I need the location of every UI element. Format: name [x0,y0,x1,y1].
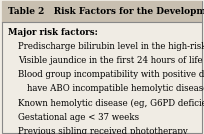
Text: Blood group incompatibility with positive direct antiglobulin te: Blood group incompatibility with positiv… [18,70,204,79]
Text: Previous sibling received phototherapy: Previous sibling received phototherapy [18,127,188,134]
Text: Visible jaundice in the first 24 hours of life: Visible jaundice in the first 24 hours o… [18,56,203,65]
FancyBboxPatch shape [2,1,202,22]
Text: have ABO incompatible hemolytic disease solely on the basis of: have ABO incompatible hemolytic disease … [27,84,204,93]
Text: Predischarge bilirubin level in the high-risk zone on Bhutani no: Predischarge bilirubin level in the high… [18,42,204,51]
Text: Known hemolytic disease (eg, G6PD deficiency) ᵃ: Known hemolytic disease (eg, G6PD defici… [18,98,204,108]
Text: Gestational age < 37 weeks: Gestational age < 37 weeks [18,113,140,122]
Text: Table 2   Risk Factors for the Development of Severe Hyperbilirubinemia: Table 2 Risk Factors for the Development… [8,7,204,16]
Text: Major risk factors:: Major risk factors: [8,28,98,37]
FancyBboxPatch shape [2,1,202,133]
